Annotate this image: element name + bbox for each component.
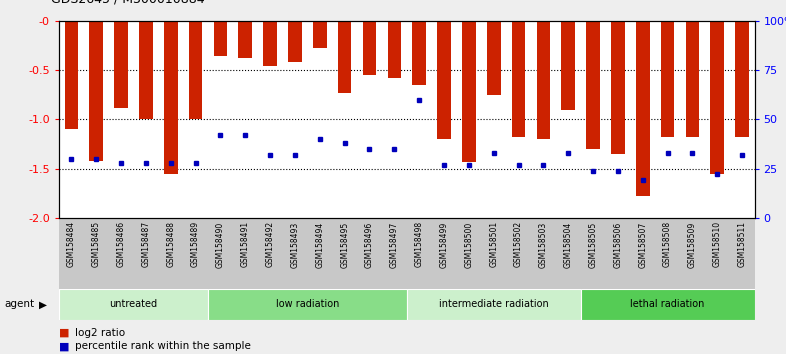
Bar	[437, 21, 451, 139]
Text: GSM158493: GSM158493	[291, 221, 299, 268]
Text: GSM158495: GSM158495	[340, 221, 349, 268]
Text: GSM158504: GSM158504	[564, 221, 573, 268]
Text: GSM158489: GSM158489	[191, 221, 200, 267]
Text: GSM158499: GSM158499	[439, 221, 449, 268]
Bar	[114, 21, 128, 108]
Bar	[736, 21, 749, 137]
Text: GSM158487: GSM158487	[141, 221, 150, 267]
Bar	[338, 21, 351, 93]
Text: GSM158496: GSM158496	[365, 221, 374, 268]
Bar	[189, 21, 203, 119]
Bar	[512, 21, 525, 137]
Text: ■: ■	[59, 341, 69, 351]
Bar	[263, 21, 277, 67]
Bar	[611, 21, 625, 154]
Bar	[362, 21, 376, 75]
Bar	[636, 21, 649, 196]
Bar	[59, 289, 208, 320]
Text: GSM158500: GSM158500	[465, 221, 473, 268]
Text: GSM158497: GSM158497	[390, 221, 399, 268]
Bar	[288, 21, 302, 63]
Text: log2 ratio: log2 ratio	[75, 328, 125, 338]
Bar	[487, 21, 501, 95]
Bar	[90, 21, 103, 161]
Bar	[387, 21, 401, 78]
Text: GSM158508: GSM158508	[663, 221, 672, 267]
Text: GSM158494: GSM158494	[315, 221, 325, 268]
Text: GSM158505: GSM158505	[589, 221, 597, 268]
Text: GSM158507: GSM158507	[638, 221, 647, 268]
Text: GSM158486: GSM158486	[116, 221, 126, 267]
Bar	[462, 21, 476, 162]
Bar	[139, 21, 152, 119]
Text: GSM158502: GSM158502	[514, 221, 523, 267]
Bar	[164, 21, 178, 173]
Text: GSM158506: GSM158506	[613, 221, 623, 268]
Text: percentile rank within the sample: percentile rank within the sample	[75, 341, 251, 351]
Bar	[685, 21, 700, 137]
Bar	[581, 289, 755, 320]
Text: low radiation: low radiation	[276, 299, 339, 309]
Text: GSM158485: GSM158485	[92, 221, 101, 267]
Bar	[64, 21, 78, 129]
Text: GSM158511: GSM158511	[737, 221, 747, 267]
Text: intermediate radiation: intermediate radiation	[439, 299, 549, 309]
Text: GSM158510: GSM158510	[713, 221, 722, 267]
Bar	[661, 21, 674, 137]
Bar	[561, 21, 575, 110]
Text: lethal radiation: lethal radiation	[630, 299, 705, 309]
Text: agent: agent	[4, 299, 34, 309]
Bar	[406, 289, 581, 320]
Text: GSM158484: GSM158484	[67, 221, 76, 267]
Bar	[208, 289, 407, 320]
Text: GSM158509: GSM158509	[688, 221, 697, 268]
Text: GSM158498: GSM158498	[415, 221, 424, 267]
Text: GSM158492: GSM158492	[266, 221, 274, 267]
Bar	[238, 21, 252, 58]
Bar	[313, 21, 327, 48]
Text: GSM158501: GSM158501	[489, 221, 498, 267]
Bar	[413, 21, 426, 85]
Text: GSM158503: GSM158503	[539, 221, 548, 268]
Text: GSM158491: GSM158491	[241, 221, 250, 267]
Text: GDS2645 / M300010884: GDS2645 / M300010884	[51, 0, 204, 5]
Bar	[537, 21, 550, 139]
Bar	[586, 21, 600, 149]
Bar	[214, 21, 227, 56]
Text: ■: ■	[59, 328, 69, 338]
Text: ▶: ▶	[39, 299, 47, 309]
Bar	[711, 21, 724, 173]
Text: GSM158490: GSM158490	[216, 221, 225, 268]
Text: untreated: untreated	[109, 299, 157, 309]
Text: GSM158488: GSM158488	[167, 221, 175, 267]
